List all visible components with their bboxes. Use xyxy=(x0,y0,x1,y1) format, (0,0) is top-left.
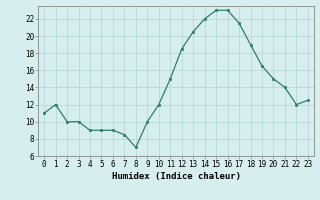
X-axis label: Humidex (Indice chaleur): Humidex (Indice chaleur) xyxy=(111,172,241,181)
